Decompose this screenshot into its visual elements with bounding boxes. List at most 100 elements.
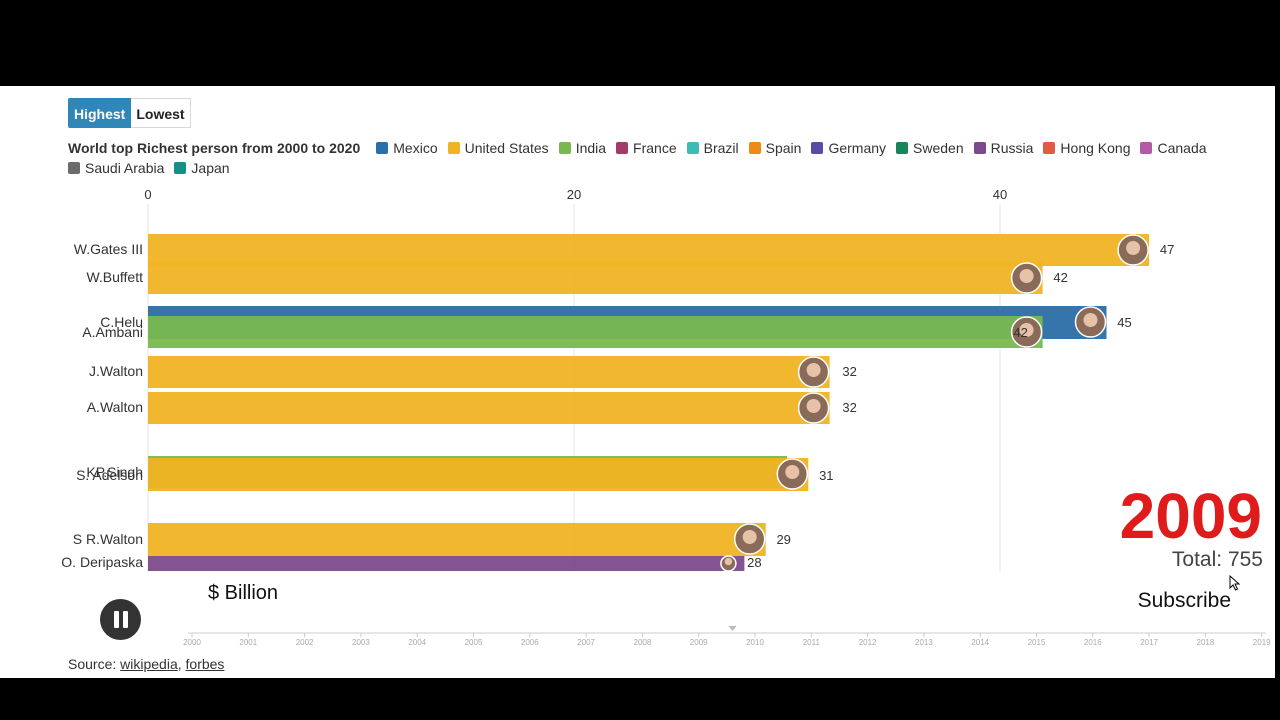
- value-label: 32: [842, 400, 856, 415]
- unit-label: $ Billion: [208, 582, 279, 604]
- legend-swatch: [973, 142, 986, 154]
- bar-label: S. Adelson: [76, 467, 143, 483]
- source-link-forbes[interactable]: forbes: [185, 656, 225, 672]
- timeline-year: 2017: [1140, 638, 1158, 647]
- bar-w-buffett: [148, 262, 1043, 294]
- legend-item-russia[interactable]: Russia: [973, 140, 1034, 156]
- bar-s-adelson: [148, 458, 809, 491]
- subscribe-button[interactable]: Subscribe: [1137, 589, 1231, 612]
- legend-label: Russia: [990, 140, 1034, 156]
- bar-label: S R.Walton: [73, 531, 143, 547]
- value-label: 28: [747, 555, 761, 570]
- value-label: 29: [776, 532, 790, 547]
- bar-label: A.Ambani: [82, 324, 143, 340]
- legend-item-canada[interactable]: Canada: [1140, 140, 1207, 156]
- chart-canvas: Highest Lowest World top Richest person …: [0, 86, 1275, 678]
- legend-label: Sweden: [913, 140, 964, 156]
- source-line: Source: wikipedia, forbes: [68, 656, 225, 672]
- highest-button[interactable]: Highest: [68, 98, 132, 128]
- legend-label: United States: [464, 140, 549, 156]
- legend-row-1: World top Richest person from 2000 to 20…: [68, 140, 1217, 156]
- photo-face: [1083, 313, 1098, 327]
- legend-swatch: [686, 142, 699, 154]
- timeline-year: 2005: [465, 638, 483, 647]
- bar-a-ambani: [148, 316, 1043, 348]
- bar-label: W.Buffett: [86, 269, 143, 285]
- timeline-year: 2003: [352, 638, 370, 647]
- timeline-year: 2004: [408, 638, 426, 647]
- legend-row-2: Saudi Arabia Japan: [68, 160, 240, 176]
- timeline-year: 2012: [859, 638, 877, 647]
- legend-item-india[interactable]: India: [558, 140, 606, 156]
- total-value: Total: 755: [1171, 548, 1263, 571]
- bar-label: C.Helu: [100, 314, 143, 330]
- legend-swatch: [748, 142, 761, 154]
- bar-label: KP.Singh: [86, 464, 143, 480]
- timeline-year: 2014: [971, 638, 989, 647]
- legend-swatch: [558, 142, 571, 154]
- source-link-wikipedia[interactable]: wikipedia: [120, 656, 178, 672]
- legend-swatch: [1140, 142, 1153, 154]
- legend-label: Germany: [828, 140, 887, 156]
- photo-face: [1126, 241, 1141, 255]
- photo-face: [785, 465, 800, 479]
- legend-item-france[interactable]: France: [616, 140, 677, 156]
- sort-toggle: Highest Lowest: [68, 98, 191, 128]
- photo-face: [806, 399, 821, 413]
- legend-label: France: [633, 140, 677, 156]
- legend-item-sweden[interactable]: Sweden: [896, 140, 964, 156]
- photo-face: [806, 363, 821, 377]
- timeline-year: 2011: [803, 638, 821, 647]
- legend-label: Japan: [191, 160, 230, 176]
- timeline-handle: [728, 626, 737, 631]
- timeline-year: 2007: [577, 638, 595, 647]
- legend-item-brazil[interactable]: Brazil: [686, 140, 739, 156]
- legend-item-japan[interactable]: Japan: [174, 160, 230, 176]
- legend-label: Saudi Arabia: [85, 160, 165, 176]
- legend-item-mexico[interactable]: Mexico: [376, 140, 438, 156]
- legend-swatch: [616, 142, 629, 154]
- legend-swatch: [896, 142, 909, 154]
- legend-item-spain[interactable]: Spain: [748, 140, 802, 156]
- legend-item-hong-kong[interactable]: Hong Kong: [1043, 140, 1130, 156]
- legend-swatch: [447, 142, 460, 154]
- timeline-year: 2019: [1253, 638, 1271, 647]
- timeline-year: 2000: [183, 638, 201, 647]
- legend-swatch: [174, 162, 187, 174]
- value-label: 45: [1117, 315, 1131, 330]
- chart-title: World top Richest person from 2000 to 20…: [68, 140, 361, 156]
- bar-w-gates-iii: [148, 234, 1150, 266]
- timeline-year: 2001: [239, 638, 257, 647]
- timeline-year: 2002: [296, 638, 314, 647]
- bar-j-walton: [148, 356, 830, 388]
- bar-label: J.Walton: [89, 363, 143, 379]
- legend-item-saudi-arabia[interactable]: Saudi Arabia: [68, 160, 164, 176]
- x-tick-label: 40: [993, 187, 1007, 202]
- pause-icon: [113, 611, 119, 628]
- timeline-year: 2018: [1197, 638, 1215, 647]
- timeline-year: 2016: [1084, 638, 1102, 647]
- timeline-year: 2009: [690, 638, 708, 647]
- timeline-year: 2015: [1028, 638, 1046, 647]
- bar-label: O. Deripaska: [61, 554, 143, 570]
- legend-item-germany[interactable]: Germany: [811, 140, 886, 156]
- value-label: 47: [1160, 242, 1174, 257]
- value-label: 31: [819, 468, 833, 483]
- x-tick-label: 0: [144, 187, 151, 202]
- value-label: 42: [1013, 325, 1027, 340]
- bar-label: W.Gates III: [74, 241, 143, 257]
- value-label: 42: [1053, 270, 1067, 285]
- lowest-button[interactable]: Lowest: [131, 98, 191, 128]
- timeline-year: 2006: [521, 638, 539, 647]
- timeline-year: 2013: [915, 638, 933, 647]
- pause-button[interactable]: [100, 599, 141, 640]
- photo-face: [742, 530, 757, 544]
- legend-item-united-states[interactable]: United States: [447, 140, 549, 156]
- bar-chart: 0 20 40 W.Gates III 47 W.Buffett 42 C.Helu 45 A.A…: [61, 187, 1271, 647]
- timeline-year: 2010: [746, 638, 764, 647]
- bar-o-deripaska: [148, 556, 745, 571]
- legend-label: Mexico: [393, 140, 438, 156]
- legend-label: Canada: [1157, 140, 1207, 156]
- legend-label: Hong Kong: [1060, 140, 1131, 156]
- legend-label: Spain: [765, 140, 802, 156]
